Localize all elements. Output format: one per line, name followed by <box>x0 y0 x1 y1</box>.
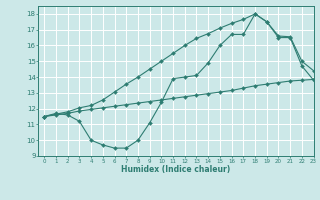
X-axis label: Humidex (Indice chaleur): Humidex (Indice chaleur) <box>121 165 231 174</box>
